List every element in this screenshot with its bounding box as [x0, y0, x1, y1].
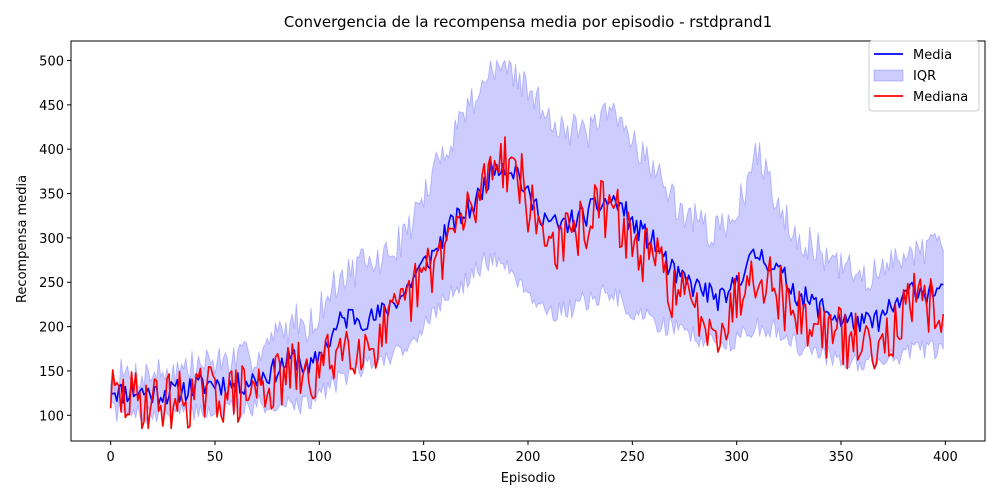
x-tick-label: 150	[411, 450, 436, 465]
legend-box	[868, 40, 980, 112]
x-tick-label: 100	[307, 450, 332, 465]
x-tick-label: 350	[829, 450, 854, 465]
legend-label: Mediana	[913, 90, 968, 105]
y-tick-label: 400	[39, 143, 64, 158]
x-axis-label: Episodio	[501, 471, 556, 486]
x-tick-label: 200	[516, 450, 541, 465]
series-iqr-band	[110, 58, 944, 425]
plot-area	[109, 58, 945, 430]
axes: 0 50 100 150 200 250 300 350 400 100 150 200 250 300 3…	[39, 40, 986, 465]
legend-label: Media	[913, 48, 952, 63]
y-axis-label: Recompensa media	[15, 175, 30, 303]
y-tick-label: 300	[39, 232, 64, 247]
series-media-line	[110, 160, 944, 406]
legend-swatch-iqr	[873, 69, 904, 82]
chart-title: Convergencia de la recompensa media por …	[284, 13, 772, 31]
x-tick-label: 0	[107, 450, 115, 465]
y-tick-label: 350	[39, 188, 64, 203]
x-tick-label: 50	[207, 450, 224, 465]
y-tick-label: 200	[39, 321, 64, 336]
legend: Media IQR Mediana	[868, 40, 980, 112]
series-mediana-line	[109, 136, 945, 430]
y-tick-label: 500	[39, 55, 64, 70]
y-tick-label: 250	[39, 276, 64, 291]
y-tick-label: 150	[39, 365, 64, 380]
y-tick-label: 100	[39, 409, 64, 424]
x-tick-label: 300	[724, 450, 749, 465]
y-tick-label: 450	[39, 99, 64, 114]
legend-label: IQR	[913, 69, 936, 84]
x-tick-label: 400	[933, 450, 958, 465]
x-tick-label: 250	[620, 450, 645, 465]
